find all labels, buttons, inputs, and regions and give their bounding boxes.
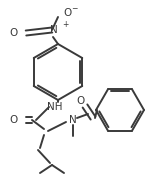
Text: +: +	[62, 19, 68, 28]
Text: N: N	[50, 25, 58, 35]
Text: NH: NH	[47, 102, 63, 112]
Text: N: N	[69, 115, 77, 125]
Text: O: O	[10, 28, 18, 38]
Text: −: −	[71, 4, 77, 14]
Text: O: O	[10, 115, 18, 125]
Text: O: O	[77, 96, 85, 106]
Text: O: O	[63, 8, 71, 18]
